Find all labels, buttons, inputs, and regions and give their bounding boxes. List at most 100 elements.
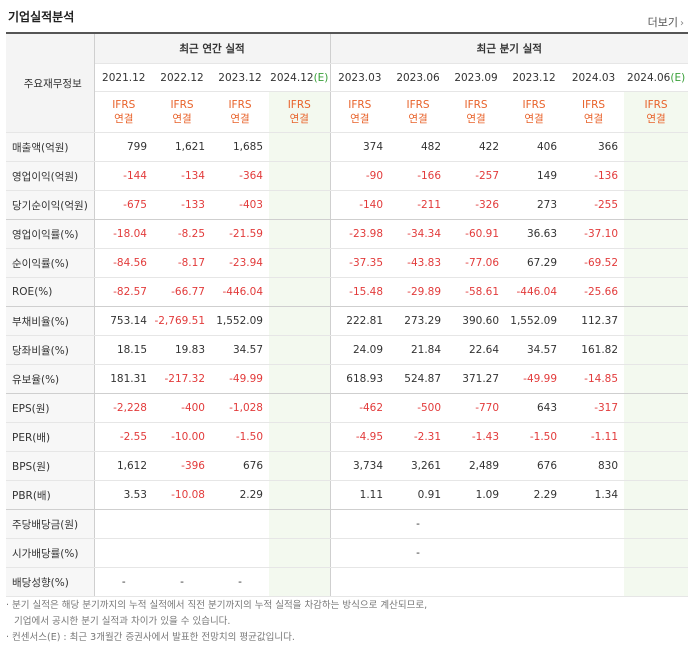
row-label: 유보율(%) [6,364,95,394]
period-label: 2024.06 [626,71,671,84]
table-cell: 524.87 [389,364,448,394]
table-cell: -66.77 [153,277,211,307]
table-cell: -396 [153,451,211,481]
basis-label: 연결 [114,113,134,125]
table-cell [624,277,689,307]
period-label: 2023.09 [454,71,498,84]
table-cell: -2.55 [94,422,153,452]
section-title: 기업실적분석 [8,10,75,24]
table-cell [269,567,331,597]
ifrs-label: IFRS [348,99,372,111]
table-cell: 67.29 [505,248,564,278]
period-label: 2023.06 [396,71,440,84]
table-cell: 676 [211,451,269,481]
footnote-line: · 분기 실적은 해당 분기까지의 누적 실적에서 직전 분기까지의 누적 실적… [6,600,428,611]
table-cell: -4.95 [330,422,390,452]
row-label: 시가배당률(%) [6,538,95,568]
table-cell [269,132,331,162]
table-cell [269,538,331,568]
table-cell [330,567,390,597]
table-cell: -326 [447,190,506,220]
period-header: 2023.12 [211,63,269,92]
table-cell: 1,612 [94,451,153,481]
financial-table: 주요재무정보 최근 연간 실적 최근 분기 실적 2021.12 2022.12 2… [6,32,689,597]
more-label: 더보기 [647,16,678,29]
table-cell [624,509,689,539]
basis-label: 연결 [466,113,486,125]
table-cell: -1.50 [505,422,564,452]
period-header: 2021.12 [94,63,153,92]
ifrs-label: IFRS [522,99,546,111]
ifrs-label: IFRS [287,99,311,111]
table-cell: 1.09 [447,480,506,510]
table-cell: 3.53 [94,480,153,510]
table-cell [269,248,331,278]
table-cell: -1,028 [211,393,269,423]
table-cell: 799 [94,132,153,162]
table-cell: -8.25 [153,219,211,249]
period-label: 2023.03 [338,71,382,84]
table-cell: - [389,509,448,539]
table-cell [269,509,331,539]
ifrs-label: IFRS [170,99,194,111]
table-cell [624,364,689,394]
table-cell [269,480,331,510]
table-cell: - [211,567,269,597]
table-cell: -1.11 [563,422,625,452]
table-cell: -770 [447,393,506,423]
table-cell: 273 [505,190,564,220]
ifrs-header: IFRS 연결 [389,91,448,133]
table-cell: -2,769.51 [153,306,211,336]
row-label: 영업이익률(%) [6,219,95,249]
table-cell: -29.89 [389,277,448,307]
table-cell [269,422,331,452]
row-label: PER(배) [6,422,95,452]
table-cell: -84.56 [94,248,153,278]
table-cell: -134 [153,161,211,191]
table-cell [505,538,564,568]
basis-label: 연결 [289,113,309,125]
table-cell [330,538,390,568]
table-cell: 618.93 [330,364,390,394]
table-cell: 2.29 [505,480,564,510]
basis-label: 연결 [583,113,604,125]
table-cell: 1,621 [153,132,211,162]
table-cell [269,161,331,191]
table-cell [563,567,625,597]
table-cell: 273.29 [389,306,448,336]
table-cell [624,335,689,365]
table-cell: 1,552.09 [211,306,269,336]
table-cell: 2.29 [211,480,269,510]
ifrs-header: IFRS 연결 [153,91,211,133]
table-cell: -140 [330,190,390,220]
table-row: BPS(원) 1,612 -396 676 3,734 3,261 2,489 676 830 [6,451,689,481]
row-label-header: 주요재무정보 [6,32,95,133]
table-row: ROE(%) -82.57 -66.77 -446.04 -15.48 -29.89 -58… [6,277,689,307]
table-cell: -37.35 [330,248,390,278]
table-row: 배당성향(%) - - - [6,567,689,597]
table-cell: 222.81 [330,306,390,336]
table-cell [624,219,689,249]
table-cell [624,132,689,162]
table-cell: -58.61 [447,277,506,307]
estimate-mark: (E) [670,71,686,84]
table-row: 주당배당금(원) - [6,509,689,539]
table-cell: -10.00 [153,422,211,452]
table-cell: -23.98 [330,219,390,249]
table-cell: -675 [94,190,153,220]
table-cell: 21.84 [389,335,448,365]
table-cell: -18.04 [94,219,153,249]
table-cell [447,509,506,539]
table-cell: -14.85 [563,364,625,394]
row-label: BPS(원) [6,451,95,481]
ifrs-label: IFRS [228,99,252,111]
table-cell: -90 [330,161,390,191]
period-label: 2024.03 [571,71,616,84]
table-cell: - [389,538,448,568]
more-link[interactable]: 더보기 › [648,14,684,30]
table-row: PBR(배) 3.53 -10.08 2.29 1.11 0.91 1.09 2.29 1.34 [6,480,689,510]
table-cell: 149 [505,161,564,191]
table-cell: 22.64 [447,335,506,365]
table-cell: -82.57 [94,277,153,307]
table-cell [269,364,331,394]
